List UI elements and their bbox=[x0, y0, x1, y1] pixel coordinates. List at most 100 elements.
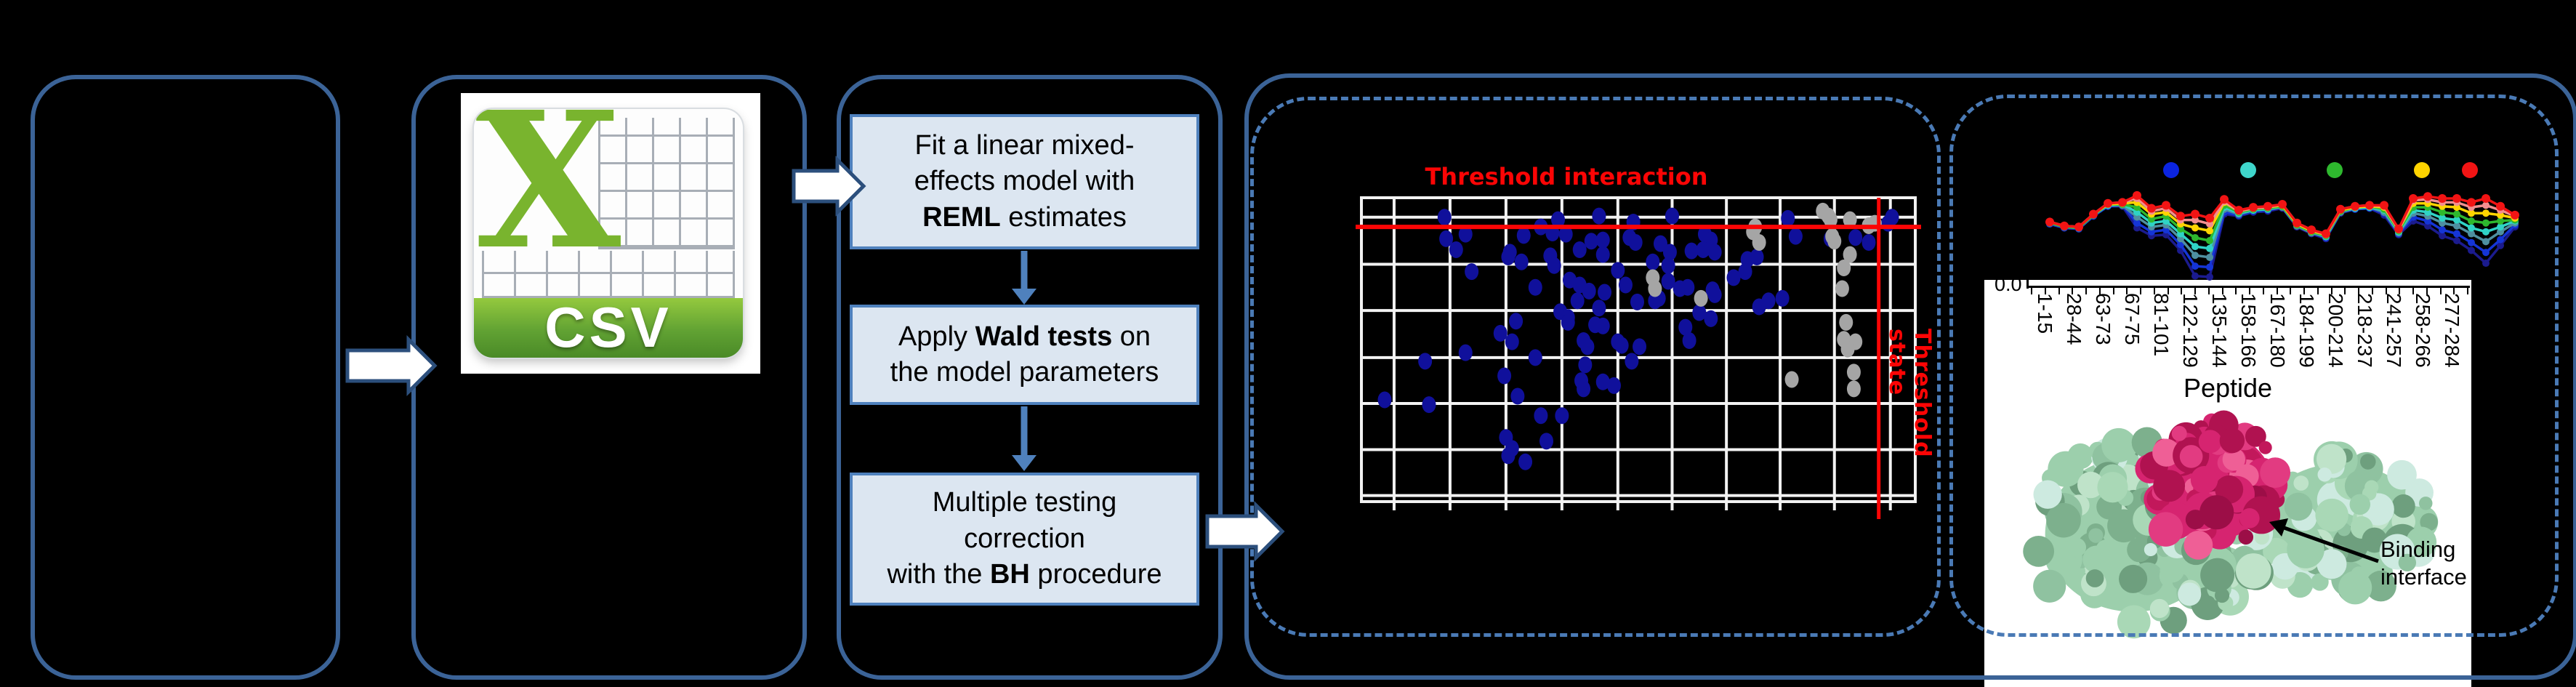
uptake-marker-blue bbox=[2468, 238, 2475, 246]
binding-interface-arrow bbox=[2277, 523, 2379, 563]
flow-box-line: Fit a linear mixed- bbox=[914, 129, 1135, 161]
peptide-tick bbox=[2207, 288, 2210, 294]
uptake-marker-red bbox=[2191, 209, 2199, 219]
uptake-marker-red bbox=[2322, 229, 2330, 238]
binding-interface-arrowhead bbox=[2269, 518, 2288, 537]
uptake-marker-navy bbox=[2468, 246, 2475, 254]
scatter-point-significant bbox=[1377, 391, 1392, 409]
peptide-tick bbox=[2112, 288, 2114, 294]
flow-box-line: with the BH procedure bbox=[887, 559, 1162, 590]
scatter-point-significant bbox=[1628, 233, 1643, 251]
uptake-marker-red bbox=[2234, 206, 2243, 215]
peptide-tick bbox=[2467, 288, 2468, 294]
scatter-point-significant bbox=[1582, 282, 1596, 300]
flow-box-bh: Multiple testing correction with the BH pr… bbox=[850, 473, 1199, 606]
scatter-point-significant bbox=[1514, 253, 1529, 270]
uptake-line-chart bbox=[2045, 162, 2519, 281]
scatter-point-significant bbox=[1509, 313, 1524, 330]
flow-box-line: effects model with bbox=[914, 166, 1135, 197]
uptake-result-card bbox=[1949, 95, 2559, 637]
protein-blob-bump bbox=[2171, 425, 2187, 441]
protein-blob-bump bbox=[2127, 537, 2152, 563]
protein-blob-bump bbox=[2148, 512, 2183, 547]
protein-blob-bump bbox=[2178, 582, 2202, 606]
peptide-tick bbox=[2058, 288, 2060, 294]
legend-timepoint-dot bbox=[2240, 162, 2256, 178]
scatter-point-significant bbox=[1696, 241, 1710, 258]
uptake-marker-red bbox=[2394, 224, 2403, 233]
scatter-point-significant bbox=[1572, 241, 1587, 258]
protein-blob-bump bbox=[2160, 558, 2185, 583]
peptide-tick bbox=[2126, 288, 2128, 294]
scatter-point-not-significant bbox=[1827, 233, 1842, 250]
scatter-point-not-significant bbox=[1846, 380, 1861, 398]
protein-blob-bump bbox=[2239, 508, 2260, 529]
scatter-point-significant bbox=[1501, 447, 1516, 465]
uptake-marker-green bbox=[2206, 237, 2213, 244]
scatter-point-significant bbox=[1458, 344, 1473, 361]
protein-blob-bump bbox=[2117, 605, 2151, 639]
protein-blob-bump bbox=[2317, 443, 2347, 474]
flow-box-line: the model parameters bbox=[890, 357, 1159, 387]
uptake-marker-red bbox=[2482, 193, 2490, 203]
scatter-point-significant bbox=[1497, 367, 1512, 385]
protein-blob-bump bbox=[2365, 570, 2396, 602]
scatter-point-significant bbox=[1570, 292, 1585, 310]
uptake-marker-red bbox=[2365, 201, 2374, 210]
scatter-point-significant bbox=[1611, 262, 1625, 279]
uptake-marker-red bbox=[2089, 209, 2098, 219]
peptide-tick bbox=[2303, 288, 2305, 294]
protein-blob-bump bbox=[2420, 513, 2439, 531]
protein-blob-bump bbox=[2199, 495, 2234, 530]
scatter-point-significant bbox=[1528, 278, 1542, 296]
protein-blob-bump bbox=[2387, 459, 2417, 490]
scatter-point-not-significant bbox=[1823, 211, 1838, 228]
legend-timepoint-dot bbox=[2462, 162, 2478, 178]
uptake-marker-blue bbox=[2206, 263, 2213, 271]
protein-blob-bump bbox=[2119, 564, 2148, 593]
peptide-tick bbox=[2262, 288, 2264, 294]
uptake-marker-red bbox=[2060, 221, 2069, 230]
scatter-point-significant bbox=[1534, 407, 1548, 425]
scatter-point-significant bbox=[1781, 209, 1795, 227]
scatter-point-significant bbox=[1465, 263, 1479, 281]
protein-blob-bump bbox=[2097, 472, 2128, 503]
uptake-marker-navy bbox=[2206, 273, 2213, 281]
protein-blob-bump bbox=[2198, 430, 2222, 454]
scatter-point-significant bbox=[1595, 246, 1610, 263]
uptake-marker-red bbox=[2220, 195, 2229, 204]
scatter-point-significant bbox=[1633, 338, 1647, 355]
uptake-marker-red bbox=[2249, 203, 2258, 212]
scatter-title: Threshold interaction bbox=[1425, 163, 1708, 190]
scatter-point-significant bbox=[1750, 249, 1764, 266]
uptake-marker-navy bbox=[2497, 241, 2504, 249]
uptake-marker-blue bbox=[2191, 262, 2199, 270]
flow-box-line: Apply Wald tests on bbox=[898, 321, 1151, 352]
peptide-tick bbox=[2290, 288, 2292, 294]
scatter-point-significant bbox=[1422, 396, 1436, 414]
scatter-point-significant bbox=[1707, 286, 1722, 303]
scatter-point-significant bbox=[1439, 230, 1454, 247]
uptake-marker-blue bbox=[2453, 230, 2460, 238]
scatter-point-significant bbox=[1885, 209, 1899, 226]
uptake-marker-red bbox=[2467, 198, 2476, 207]
protein-blob-bump bbox=[2317, 549, 2347, 579]
uptake-marker-green bbox=[2482, 219, 2490, 227]
protein-blob-bump bbox=[2082, 545, 2111, 574]
scatter-point-significant bbox=[1449, 241, 1463, 258]
protein-blob-bump bbox=[2349, 494, 2371, 515]
protein-blob-bump bbox=[2260, 457, 2291, 489]
uptake-marker-yellow bbox=[2468, 209, 2475, 217]
uptake-marker-red bbox=[2380, 201, 2388, 210]
peptide-tick bbox=[2044, 288, 2046, 294]
peptide-tick bbox=[2167, 288, 2169, 294]
scatter-point-significant bbox=[1861, 233, 1876, 251]
scatter-point-significant bbox=[1704, 310, 1718, 327]
uptake-marker-green bbox=[2191, 233, 2199, 241]
uptake-marker-red bbox=[2278, 200, 2287, 209]
uptake-marker-red bbox=[2307, 225, 2316, 235]
scatter-point-not-significant bbox=[1843, 211, 1857, 228]
uptake-marker-red bbox=[2133, 190, 2141, 200]
scatter-point-significant bbox=[1539, 433, 1554, 450]
